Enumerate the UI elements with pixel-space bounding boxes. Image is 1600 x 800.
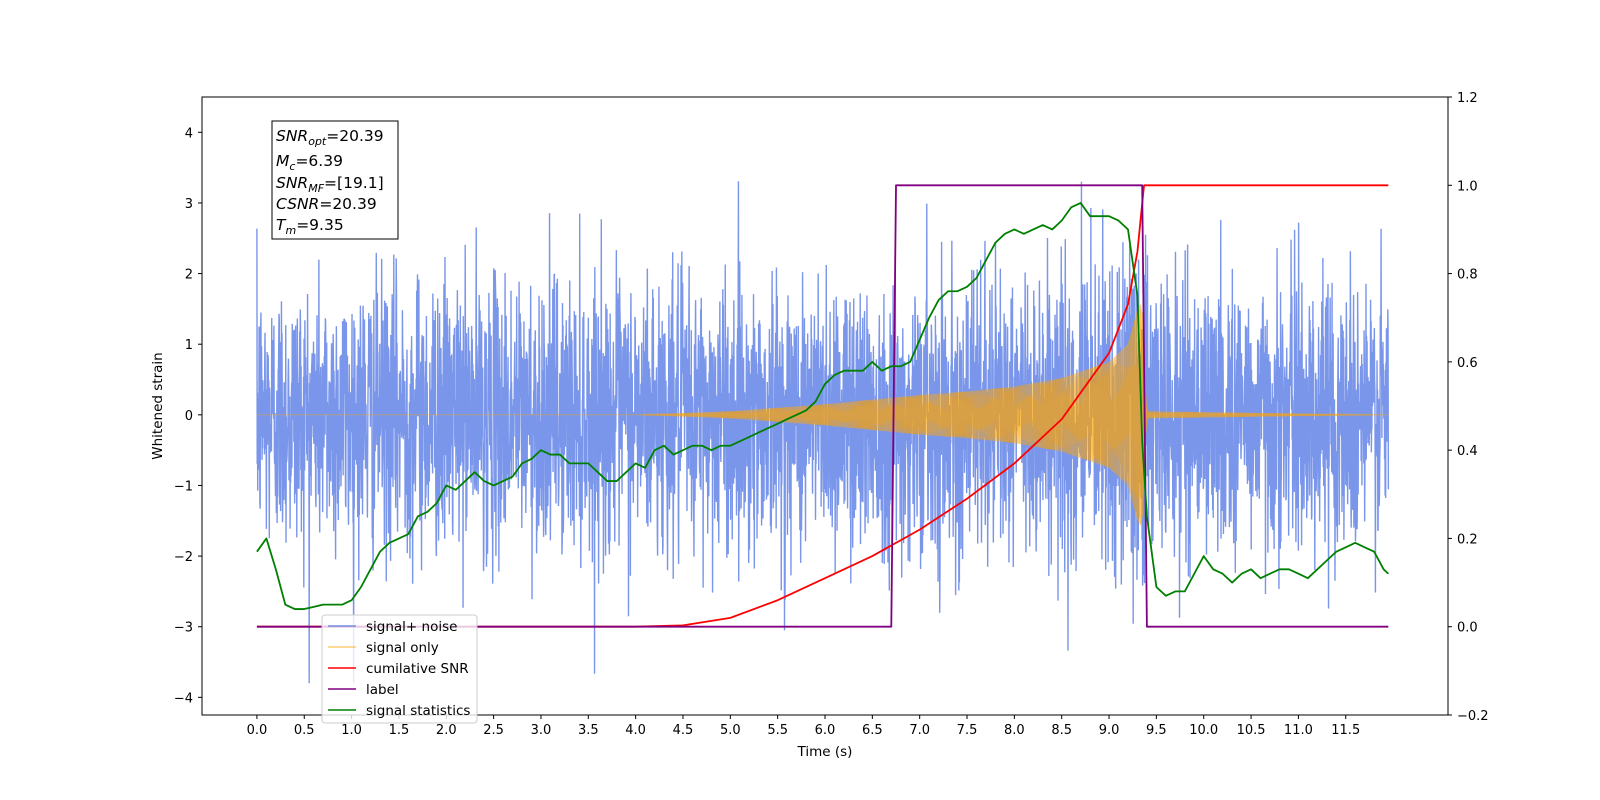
info-tm: Tm=9.35	[276, 216, 344, 237]
legend: signal+ noise signal only cumilative SNR…	[321, 614, 478, 724]
signal-only-envelope	[256, 303, 1389, 526]
x-tick-label: 4.0	[625, 723, 646, 738]
x-axis-ticks: 0.0 0.5 1.0 1.5 2.0 2.5 3.0 3.5 4.0 4.5 5.0 5.5 6.0 6…	[247, 715, 1360, 738]
x-tick-label: 11.0	[1284, 723, 1313, 738]
x-tick-label: 8.5	[1051, 723, 1072, 738]
right-axis-series	[256, 184, 1389, 628]
x-tick-label: 1.0	[341, 723, 362, 738]
label-line	[256, 184, 1389, 628]
x-tick-label: 8.0	[1004, 723, 1025, 738]
x-tick-label: 10.5	[1237, 723, 1266, 738]
info-box-frame	[271, 120, 399, 240]
y-right-tick-label: 0.6	[1457, 356, 1478, 371]
x-axis-label: Time (s)	[797, 744, 853, 760]
plot-area	[256, 181, 1390, 684]
signal-only-line	[256, 309, 1389, 525]
x-tick-label: 11.5	[1331, 723, 1360, 738]
x-tick-label: 7.5	[957, 723, 978, 738]
y-right-tick-label: 0.8	[1457, 268, 1478, 283]
x-tick-label: 0.0	[247, 723, 268, 738]
legend-frame	[321, 614, 478, 724]
x-tick-label: 0.5	[294, 723, 315, 738]
x-tick-label: 6.0	[815, 723, 836, 738]
y-right-tick-label: 1.0	[1457, 179, 1478, 194]
x-tick-label: 1.5	[389, 723, 410, 738]
y-right-tick-label: 0.2	[1457, 532, 1478, 547]
legend-label-signal-only: signal only	[366, 640, 439, 656]
info-csnr: CSNR=20.39	[276, 195, 377, 213]
y-right-tick-label: 0.0	[1457, 621, 1478, 636]
info-snr-opt: SNRopt=20.39	[276, 127, 384, 148]
y-right-tick-label: 0.4	[1457, 444, 1478, 459]
info-snr-mf: SNRMF=[19.1]	[276, 174, 384, 195]
y-left-tick-label: −4	[174, 691, 193, 706]
y-left-tick-label: 1	[185, 338, 193, 353]
info-box: SNRopt=20.39 Mc=6.39 SNRMF=[19.1] CSNR=2…	[271, 120, 399, 240]
y-left-tick-label: 3	[185, 197, 193, 212]
x-tick-label: 3.0	[531, 723, 552, 738]
y-left-tick-label: −3	[174, 621, 193, 636]
x-tick-label: 7.0	[909, 723, 930, 738]
y-right-tick-label: 1.2	[1457, 91, 1478, 106]
x-tick-label: 3.5	[578, 723, 599, 738]
x-tick-label: 9.0	[1099, 723, 1120, 738]
x-tick-label: 9.5	[1146, 723, 1167, 738]
x-tick-label: 5.0	[720, 723, 741, 738]
y-left-tick-label: 2	[185, 268, 193, 283]
signal-statistics-line	[256, 202, 1389, 610]
y-left-tick-label: −2	[174, 550, 193, 565]
x-tick-label: 2.0	[436, 723, 457, 738]
info-mc: Mc=6.39	[276, 152, 343, 173]
cumulative-snr-line	[256, 184, 1389, 628]
x-tick-label: 5.5	[767, 723, 788, 738]
y-left-tick-label: 0	[185, 409, 193, 424]
y-axis-right-ticks: 1.2 1.0 0.8 0.6 0.4 0.2 0.0 −0.2	[1448, 91, 1489, 724]
x-tick-label: 6.5	[862, 723, 883, 738]
legend-label-signal-statistics: signal statistics	[366, 703, 470, 719]
y-axis-left-ticks: 4 3 2 1 0 −1 −2 −3 −4	[174, 126, 202, 706]
x-tick-label: 2.5	[483, 723, 504, 738]
legend-label-cumulative-snr: cumilative SNR	[366, 661, 469, 677]
x-tick-label: 10.0	[1189, 723, 1218, 738]
legend-label-label: label	[366, 682, 399, 698]
y-right-tick-label: −0.2	[1457, 709, 1489, 724]
series-signal-only	[256, 303, 1389, 526]
y-left-tick-label: 4	[185, 126, 193, 141]
legend-label-signal-plus-noise: signal+ noise	[366, 619, 457, 635]
x-tick-label: 4.5	[673, 723, 694, 738]
y-axis-label: Whitened strain	[150, 352, 166, 459]
y-left-tick-label: −1	[174, 479, 193, 494]
